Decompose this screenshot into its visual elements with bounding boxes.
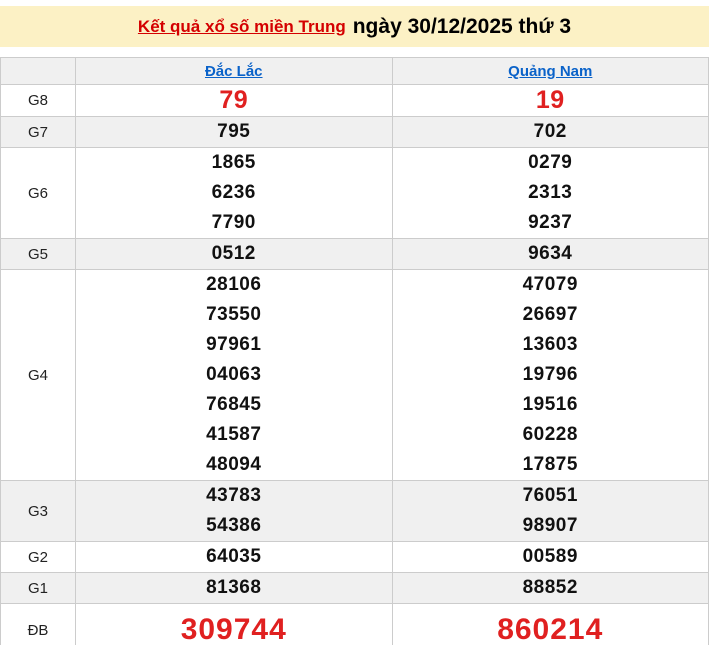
- prize-number: 88852: [522, 577, 578, 598]
- prize-label: G6: [0, 147, 76, 239]
- prize-values-cell: 0512: [75, 238, 393, 270]
- prize-values-cell: 860214: [391, 603, 709, 645]
- table-header-row: Đắc Lắc Quảng Nam: [0, 57, 709, 85]
- prize-number: 795: [217, 121, 251, 142]
- prize-values-cell: 81368: [75, 572, 393, 604]
- prize-number: 2313: [528, 182, 573, 203]
- prize-values-cell: 795: [75, 116, 393, 148]
- prize-values-cell: 88852: [391, 572, 709, 604]
- table-row: G2 64035 00589: [0, 541, 709, 573]
- prize-values-cell: 47079 26697 13603 19796 19516 60228 17875: [391, 269, 709, 481]
- region-results-link[interactable]: Kết quả xổ số miền Trung: [137, 16, 346, 36]
- page-title-banner: Kết quả xổ số miền Trung ngày 30/12/2025…: [0, 6, 709, 47]
- prize-label: G8: [0, 84, 76, 117]
- prize-number: 48094: [206, 454, 262, 475]
- prize-label: G5: [0, 238, 76, 270]
- prize-number: 19516: [522, 394, 578, 415]
- prize-number: 00589: [522, 546, 578, 567]
- prize-values-cell: 64035: [75, 541, 393, 573]
- province-link-dac-lac[interactable]: Đắc Lắc: [204, 62, 263, 80]
- prize-number: 64035: [206, 546, 262, 567]
- prize-values-cell: 1865 6236 7790: [75, 147, 393, 239]
- prize-values-cell: 0279 2313 9237: [391, 147, 709, 239]
- table-row: G1 81368 88852: [0, 572, 709, 604]
- prize-number: 7790: [211, 212, 256, 233]
- prize-number: 81368: [206, 577, 262, 598]
- prize-values-cell: 76051 98907: [391, 480, 709, 542]
- prize-number: 702: [533, 121, 567, 142]
- prize-number: 6236: [211, 182, 256, 203]
- prize-label: G3: [0, 480, 76, 542]
- prize-number: 79: [219, 86, 249, 114]
- prize-number: 19: [535, 86, 565, 114]
- table-row: G4 28106 73550 97961 04063 76845 41587 48094 470…: [0, 269, 709, 481]
- table-row: G3 43783 54386 76051 98907: [0, 480, 709, 542]
- prize-values-cell: 79: [75, 84, 393, 117]
- prize-number: 17875: [522, 454, 578, 475]
- province-column-header: Đắc Lắc: [75, 57, 393, 85]
- prize-number: 98907: [522, 515, 578, 536]
- table-row: G8 79 19: [0, 84, 709, 117]
- prize-number: 60228: [522, 424, 578, 445]
- prize-number: 04063: [206, 364, 262, 385]
- prize-number: 860214: [497, 613, 604, 645]
- prize-number: 54386: [206, 515, 262, 536]
- prize-number: 43783: [206, 485, 262, 506]
- prize-label: ĐB: [0, 603, 76, 645]
- prize-number: 19796: [522, 364, 578, 385]
- table-row: G7 795 702: [0, 116, 709, 148]
- prize-number: 9634: [528, 243, 573, 264]
- table-row: G6 1865 6236 7790 0279 2313 9237: [0, 147, 709, 239]
- prize-label: G4: [0, 269, 76, 481]
- prize-values-cell: 00589: [391, 541, 709, 573]
- draw-date-text: ngày 30/12/2025 thứ 3: [352, 14, 572, 38]
- prize-number: 76051: [522, 485, 578, 506]
- prize-number: 0279: [528, 152, 573, 173]
- prize-values-cell: 43783 54386: [75, 480, 393, 542]
- prize-values-cell: 702: [391, 116, 709, 148]
- prize-number: 9237: [528, 212, 573, 233]
- prize-label: G1: [0, 572, 76, 604]
- prize-values-cell: 9634: [391, 238, 709, 270]
- results-body: G8 79 19 G7 795 702 G6 1865 6236 7790 0279 2313 9237…: [0, 84, 709, 645]
- prize-number: 76845: [206, 394, 262, 415]
- prize-number: 13603: [522, 334, 578, 355]
- prize-label: G2: [0, 541, 76, 573]
- prize-number: 26697: [522, 304, 578, 325]
- table-row: G5 0512 9634: [0, 238, 709, 270]
- prize-number: 0512: [211, 243, 256, 264]
- prize-number: 97961: [206, 334, 262, 355]
- prize-number: 28106: [206, 274, 262, 295]
- prize-number: 47079: [522, 274, 578, 295]
- prize-values-cell: 19: [391, 84, 709, 117]
- prize-number: 309744: [180, 613, 287, 645]
- prize-label: G7: [0, 116, 76, 148]
- lottery-results-table: Đắc Lắc Quảng Nam G8 79 19 G7 795 702 G6 1865 62…: [0, 57, 709, 645]
- prize-number: 41587: [206, 424, 262, 445]
- prize-number: 1865: [211, 152, 256, 173]
- prize-values-cell: 309744: [75, 603, 393, 645]
- prize-column-header-empty: [0, 57, 76, 85]
- prize-number: 73550: [206, 304, 262, 325]
- prize-values-cell: 28106 73550 97961 04063 76845 41587 48094: [75, 269, 393, 481]
- table-row: ĐB 309744 860214: [0, 603, 709, 645]
- province-link-quang-nam[interactable]: Quảng Nam: [508, 62, 593, 80]
- province-column-header: Quảng Nam: [391, 57, 709, 85]
